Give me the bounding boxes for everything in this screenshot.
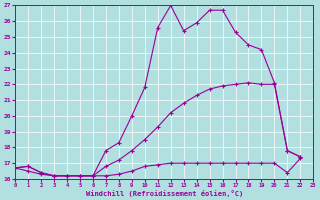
X-axis label: Windchill (Refroidissement éolien,°C): Windchill (Refroidissement éolien,°C) — [85, 190, 243, 197]
